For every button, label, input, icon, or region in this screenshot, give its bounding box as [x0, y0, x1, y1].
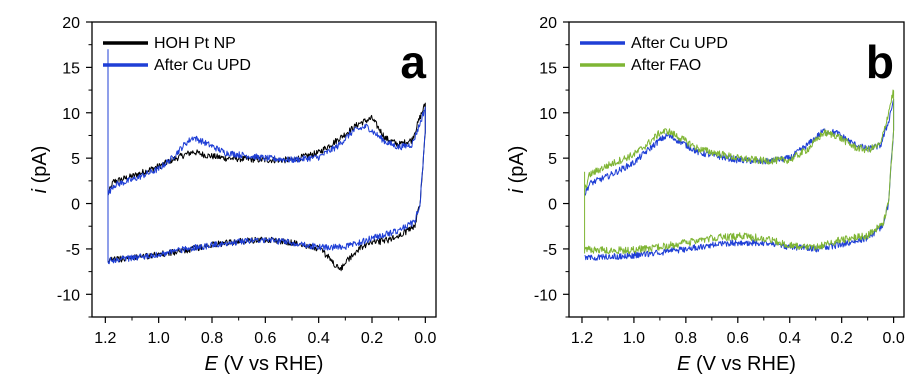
chart-panel-b: 1.2 1.0 0.8 0.6 0.4 0.2 0.0 20 15 10 5 0 -5 -10 E (V v…: [506, 15, 905, 375]
y-tick-label-b-5: -5: [543, 242, 557, 259]
series-line-a-1: [107, 106, 426, 265]
y-tick-label-a-5: -5: [66, 242, 80, 259]
y-tick-label-b-6: -10: [534, 287, 557, 304]
x-tick-label-b-5: 0.2: [831, 330, 853, 347]
y-tick-label-b-0: 20: [539, 15, 557, 32]
series-line-b-1: [584, 89, 895, 255]
legend-label-a-1: After Cu UPD: [154, 57, 251, 74]
y-axis-title-a: i (pA): [29, 146, 51, 194]
y-tick-label-b-2: 10: [539, 106, 557, 123]
legend-label-b-1: After FAO: [631, 57, 701, 74]
y-tick-label-b-3: 5: [548, 151, 557, 168]
y-tick-label-b-1: 15: [539, 60, 557, 77]
y-tick-label-b-4: 0: [548, 197, 557, 214]
y-axis-title-b: i (pA): [506, 146, 528, 194]
x-tick-label-b-3: 0.6: [727, 330, 749, 347]
x-axis-title-a: E (V vs RHE): [205, 353, 324, 375]
y-tick-label-a-3: 5: [71, 151, 80, 168]
x-tick-label-a-1: 1.0: [148, 330, 170, 347]
x-tick-label-a-2: 0.8: [201, 330, 223, 347]
x-tick-label-b-1: 1.0: [623, 330, 645, 347]
legend-label-a-0: HOH Pt NP: [154, 35, 236, 52]
x-tick-label-b-0: 1.2: [571, 330, 593, 347]
y-tick-label-a-4: 0: [71, 197, 80, 214]
y-tick-label-a-0: 20: [62, 15, 80, 32]
y-tick-label-a-2: 10: [62, 106, 80, 123]
x-tick-label-a-3: 0.6: [254, 330, 276, 347]
x-tick-label-a-5: 0.2: [361, 330, 383, 347]
panel-label-a: a: [400, 36, 426, 88]
panel-label-b: b: [866, 36, 894, 88]
chart-panel-a: 1.2 1.0 0.8 0.6 0.4 0.2 0.0 20 15 10 5 0 -5 -10 E (V v…: [29, 15, 437, 375]
legend-label-b-0: After Cu UPD: [631, 35, 728, 52]
x-tick-label-b-4: 0.4: [779, 330, 801, 347]
x-tick-label-a-4: 0.4: [308, 330, 330, 347]
x-axis-title-b: E (V vs RHE): [677, 353, 796, 375]
plot-frame-a: [91, 21, 437, 318]
x-tick-label-b-6: 0.0: [882, 330, 904, 347]
series-line-a-0: [107, 102, 426, 272]
x-tick-label-a-6: 0.0: [414, 330, 436, 347]
plot-frame-b: [568, 21, 905, 318]
y-tick-label-a-6: -10: [57, 287, 80, 304]
y-tick-label-a-1: 15: [62, 60, 80, 77]
x-tick-label-b-2: 0.8: [675, 330, 697, 347]
x-tick-label-a-0: 1.2: [94, 330, 116, 347]
